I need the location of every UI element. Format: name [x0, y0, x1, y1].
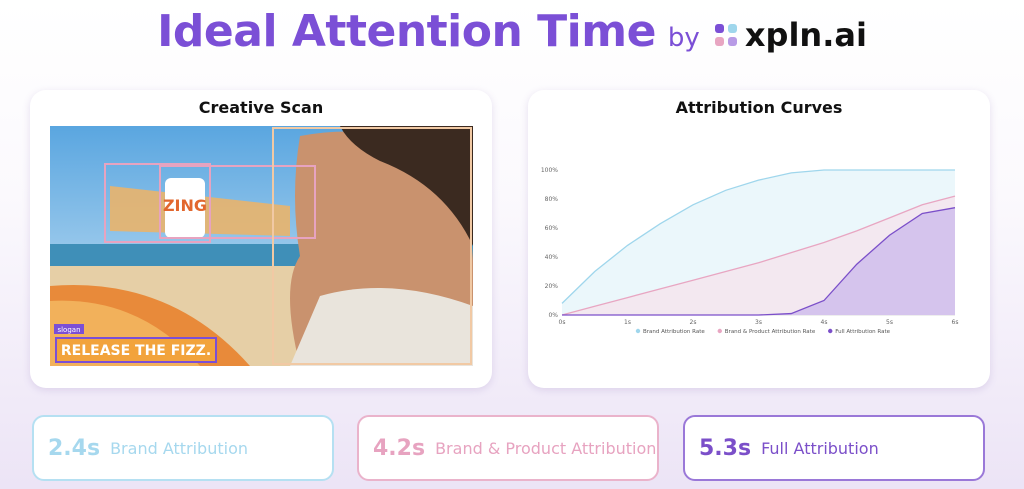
y-tick-label: 80%	[545, 196, 559, 203]
bottle-text: ZING	[163, 196, 207, 215]
brand-name: xpln.ai	[744, 16, 867, 54]
legend-swatch	[717, 328, 722, 334]
stat-card: 2.4s Brand Attribution	[32, 415, 334, 481]
x-tick-label: 2s	[690, 319, 697, 326]
legend-label: Full Attribution Rate	[835, 329, 890, 335]
stat-value: 4.2s	[373, 435, 426, 461]
x-tick-label: 1s	[624, 319, 631, 326]
by-text: by	[667, 23, 700, 53]
x-tick-label: 0s	[559, 319, 566, 326]
legend-label: Brand & Product Attribution Rate	[725, 329, 816, 335]
chart-title: Attribution Curves	[675, 98, 843, 117]
series-area	[562, 207, 955, 315]
header: Ideal Attention Time by xpln.ai	[0, 6, 1024, 57]
x-tick-label: 5s	[886, 319, 893, 326]
x-tick-label: 3s	[755, 319, 762, 326]
stat-card: 5.3s Full Attribution	[683, 415, 985, 481]
series-line	[562, 207, 956, 316]
y-tick-label: 100%	[541, 167, 558, 174]
y-tick-label: 0%	[548, 312, 558, 319]
y-tick-label: 40%	[545, 254, 559, 261]
page-title: Ideal Attention Time	[157, 6, 656, 57]
brand-logo	[714, 24, 737, 46]
y-tick-label: 60%	[545, 225, 559, 232]
chart: 0% 20% 40% 60% 80% 100% 0s 1s 2s 3s 4s 5s 6s Brand At…	[541, 167, 959, 335]
stat-label: Brand & Product Attribution	[435, 438, 657, 458]
stat-value: 5.3s	[699, 435, 752, 461]
chart-panel: Attribution Curves 0% 20% 40% 60% 80% 100% 0s 1…	[528, 90, 990, 388]
legend-swatch	[635, 328, 641, 334]
series-line	[561, 195, 956, 316]
creative-image: ZING slogan RELEASE THE FIZZ.	[50, 126, 473, 366]
panel-title: Creative Scan	[198, 98, 324, 117]
legend-label: Brand Attribution Rate	[643, 329, 705, 335]
series-line	[561, 169, 955, 304]
stat-label: Brand Attribution	[110, 438, 248, 458]
stat-card: 4.2s Brand & Product Attribution	[357, 415, 659, 481]
stat-label: Full Attribution	[761, 438, 879, 458]
legend-swatch	[828, 328, 833, 334]
x-tick-label: 6s	[952, 319, 959, 326]
y-tick-label: 20%	[545, 283, 559, 290]
stat-value: 2.4s	[48, 435, 101, 461]
slogan-tag: slogan	[57, 326, 80, 334]
slogan: RELEASE THE FIZZ.	[61, 343, 211, 359]
creative-scan-panel: Creative Scan ZING slogan RELEASE THE FI…	[30, 90, 492, 388]
x-tick-label: 4s	[821, 319, 828, 326]
